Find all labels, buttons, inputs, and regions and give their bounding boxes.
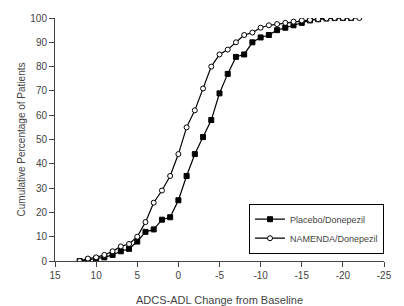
svg-text:60: 60 <box>36 110 48 121</box>
svg-text:10: 10 <box>36 231 48 242</box>
svg-text:5: 5 <box>134 270 140 281</box>
svg-text:ADCS-ADL Change from Baseline: ADCS-ADL Change from Baseline <box>136 294 303 306</box>
svg-text:-5: -5 <box>215 270 224 281</box>
svg-text:NAMENDA/Donepezil: NAMENDA/Donepezil <box>290 234 378 244</box>
svg-text:90: 90 <box>36 37 48 48</box>
svg-text:70: 70 <box>36 85 48 96</box>
svg-text:80: 80 <box>36 61 48 72</box>
svg-text:100: 100 <box>30 13 47 24</box>
svg-text:-20: -20 <box>336 270 351 281</box>
svg-text:-10: -10 <box>253 270 268 281</box>
svg-text:30: 30 <box>36 183 48 194</box>
svg-text:0: 0 <box>41 256 47 267</box>
svg-text:40: 40 <box>36 158 48 169</box>
svg-text:20: 20 <box>36 207 48 218</box>
svg-text:Cumulative Percentage of Patie: Cumulative Percentage of Patients <box>16 63 27 217</box>
svg-text:Placebo/Donepezil: Placebo/Donepezil <box>290 215 365 225</box>
svg-text:10: 10 <box>91 270 103 281</box>
svg-text:15: 15 <box>49 270 61 281</box>
svg-text:50: 50 <box>36 134 48 145</box>
svg-text:-15: -15 <box>295 270 310 281</box>
svg-text:-25: -25 <box>377 270 392 281</box>
svg-text:0: 0 <box>176 270 182 281</box>
